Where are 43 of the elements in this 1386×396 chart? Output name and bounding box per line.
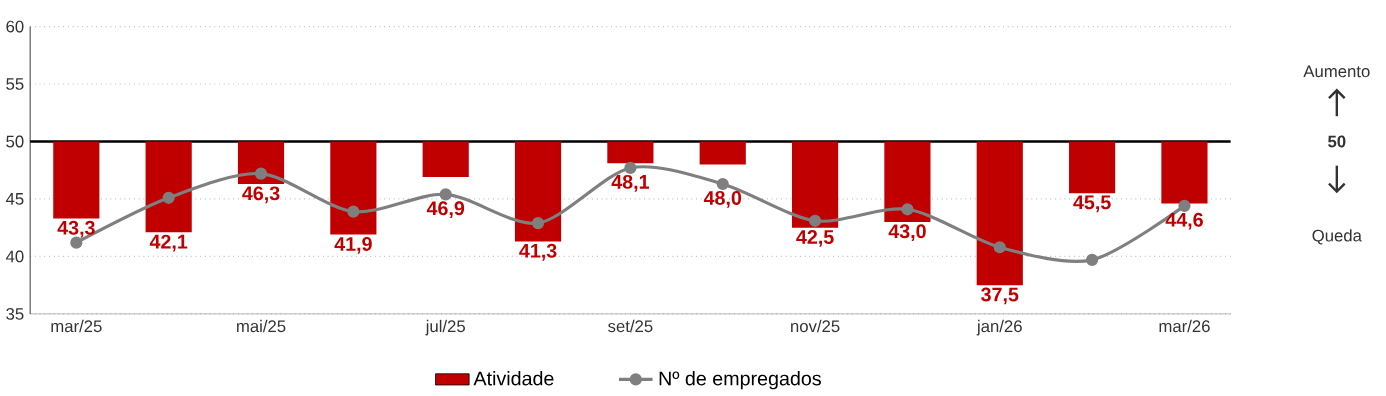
point (993, 241, 1006, 254)
data-label: 45,5 (1073, 195, 1111, 213)
point (254, 167, 268, 180)
text: Aumento (1303, 65, 1370, 78)
x-tick-label: mar/25 (51, 320, 102, 333)
text: 50 (1328, 135, 1346, 148)
data-label: 41,3 (519, 244, 557, 261)
data-label: 48,1 (611, 175, 649, 192)
y-tick-label: 40 (5, 250, 24, 263)
data-label: 43,0 (888, 224, 926, 242)
point (347, 205, 360, 218)
data-label: 37,5 (981, 287, 1019, 305)
data-label: 42,1 (149, 234, 188, 252)
y-tick-label: 55 (6, 78, 24, 91)
y-tick-label: 45 (5, 193, 24, 205)
point (1178, 199, 1191, 213)
point (531, 217, 545, 230)
legend-label: Atividade (473, 371, 554, 386)
data-label: 44,6 (1165, 212, 1203, 230)
x-tick-label: mar/26 (1159, 320, 1210, 333)
point (808, 214, 822, 228)
data-label: 48,0 (703, 191, 742, 208)
x-tick-label: jul/25 (425, 320, 465, 336)
data-label: 46,3 (242, 186, 280, 204)
point (716, 178, 729, 191)
point (624, 162, 637, 175)
data-label: 43,3 (57, 221, 95, 238)
data-label: 41,9 (334, 237, 372, 254)
data-label: 42,5 (796, 230, 834, 248)
text: Queda (1312, 229, 1362, 245)
y-tick-label: 35 (6, 308, 24, 320)
x-tick-label: nov/25 (791, 320, 840, 333)
y-tick-label: 50 (6, 135, 24, 148)
point (439, 188, 452, 201)
point (162, 191, 175, 205)
y-tick-label: 60 (6, 20, 24, 33)
x-tick-label: set/25 (608, 320, 653, 333)
legend-label: Nº de empregados (659, 371, 821, 390)
data-label: 46,9 (426, 201, 465, 219)
x-tick-label: jan/26 (976, 320, 1022, 336)
x-tick-label: mai/25 (237, 320, 286, 333)
point (901, 203, 914, 216)
point (1086, 253, 1099, 267)
